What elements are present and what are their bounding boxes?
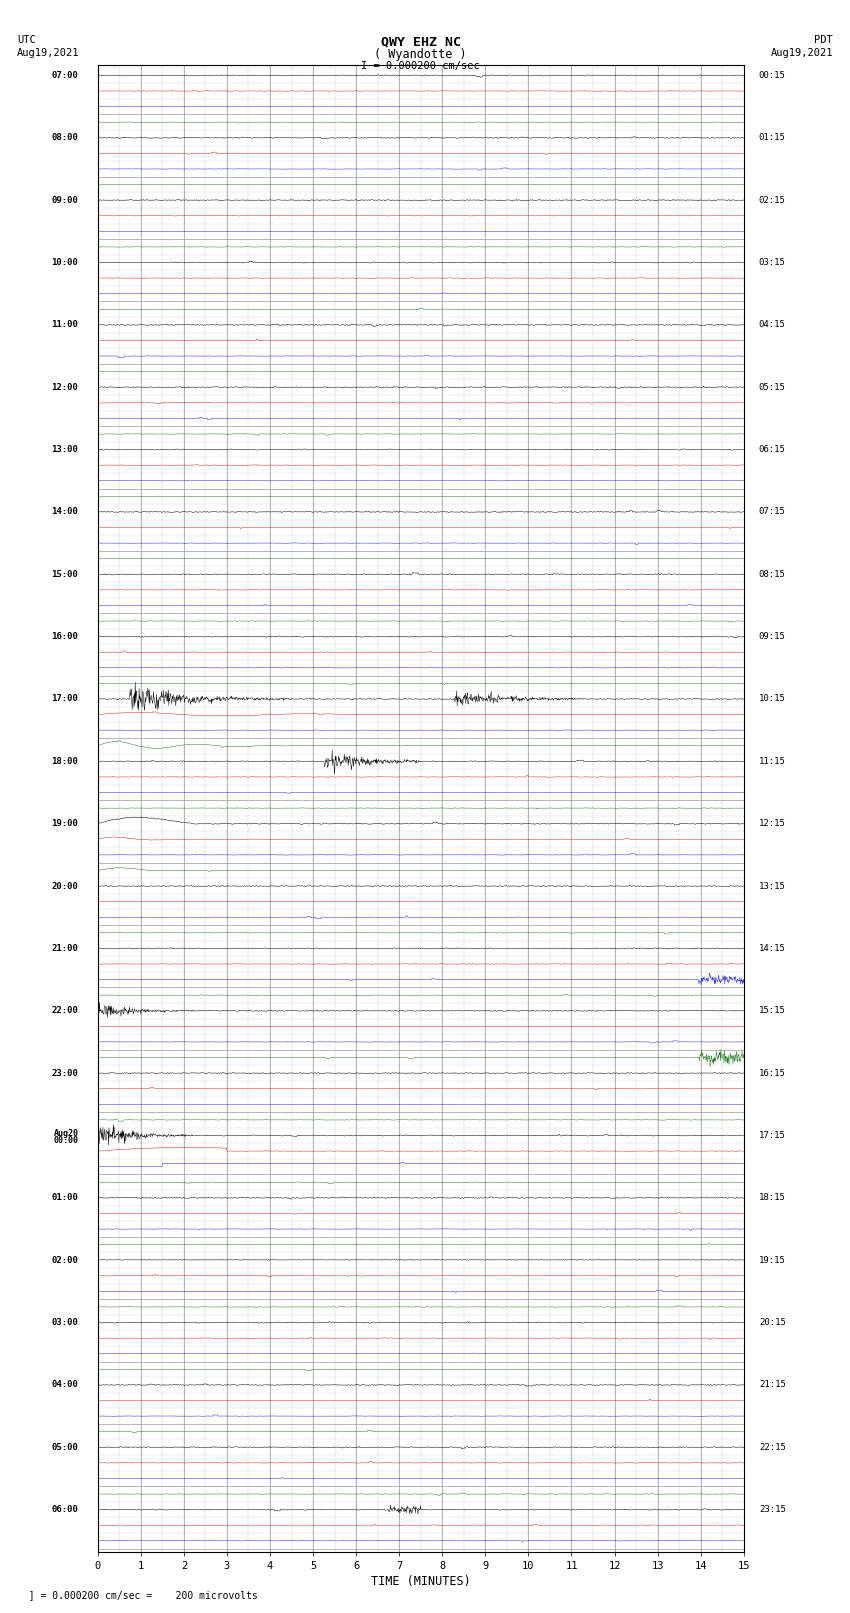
Text: 12:15: 12:15 <box>759 819 785 827</box>
Text: 07:00: 07:00 <box>52 71 78 81</box>
Text: 07:15: 07:15 <box>759 508 785 516</box>
Text: 18:00: 18:00 <box>52 756 78 766</box>
Text: 13:15: 13:15 <box>759 882 785 890</box>
Text: 02:00: 02:00 <box>52 1255 78 1265</box>
Text: I = 0.000200 cm/sec: I = 0.000200 cm/sec <box>361 61 480 71</box>
Text: 14:00: 14:00 <box>52 508 78 516</box>
Text: 18:15: 18:15 <box>759 1194 785 1202</box>
Text: 03:15: 03:15 <box>759 258 785 268</box>
Text: 21:15: 21:15 <box>759 1381 785 1389</box>
Text: ( Wyandotte ): ( Wyandotte ) <box>375 48 467 61</box>
Text: 05:00: 05:00 <box>52 1442 78 1452</box>
Text: 14:15: 14:15 <box>759 944 785 953</box>
Text: Aug19,2021: Aug19,2021 <box>770 48 833 58</box>
Text: QWY EHZ NC: QWY EHZ NC <box>381 35 461 48</box>
Text: 04:00: 04:00 <box>52 1381 78 1389</box>
Text: 00:15: 00:15 <box>759 71 785 81</box>
Text: 16:15: 16:15 <box>759 1069 785 1077</box>
Text: 19:00: 19:00 <box>52 819 78 827</box>
Text: 09:15: 09:15 <box>759 632 785 640</box>
Text: 15:15: 15:15 <box>759 1007 785 1015</box>
Text: 04:15: 04:15 <box>759 321 785 329</box>
Text: UTC: UTC <box>17 35 36 45</box>
Text: PDT: PDT <box>814 35 833 45</box>
Text: 09:00: 09:00 <box>52 195 78 205</box>
Text: 21:00: 21:00 <box>52 944 78 953</box>
Text: 01:00: 01:00 <box>52 1194 78 1202</box>
Text: 10:00: 10:00 <box>52 258 78 268</box>
Text: 11:15: 11:15 <box>759 756 785 766</box>
Text: 08:15: 08:15 <box>759 569 785 579</box>
Text: 20:15: 20:15 <box>759 1318 785 1327</box>
Text: Aug19,2021: Aug19,2021 <box>17 48 80 58</box>
Text: 17:00: 17:00 <box>52 695 78 703</box>
Text: 02:15: 02:15 <box>759 195 785 205</box>
Text: 22:15: 22:15 <box>759 1442 785 1452</box>
Text: Aug20: Aug20 <box>54 1129 78 1139</box>
Text: 06:15: 06:15 <box>759 445 785 455</box>
Text: 20:00: 20:00 <box>52 882 78 890</box>
Text: 13:00: 13:00 <box>52 445 78 455</box>
Text: 17:15: 17:15 <box>759 1131 785 1140</box>
Text: 03:00: 03:00 <box>52 1318 78 1327</box>
Text: 05:15: 05:15 <box>759 382 785 392</box>
Text: 19:15: 19:15 <box>759 1255 785 1265</box>
Text: 06:00: 06:00 <box>52 1505 78 1515</box>
Text: 23:15: 23:15 <box>759 1505 785 1515</box>
Text: ] = 0.000200 cm/sec =    200 microvolts: ] = 0.000200 cm/sec = 200 microvolts <box>17 1590 258 1600</box>
Text: 00:00: 00:00 <box>54 1136 78 1145</box>
Text: 12:00: 12:00 <box>52 382 78 392</box>
X-axis label: TIME (MINUTES): TIME (MINUTES) <box>371 1574 471 1587</box>
Text: 10:15: 10:15 <box>759 695 785 703</box>
Text: 08:00: 08:00 <box>52 134 78 142</box>
Text: 15:00: 15:00 <box>52 569 78 579</box>
Text: 11:00: 11:00 <box>52 321 78 329</box>
Text: 01:15: 01:15 <box>759 134 785 142</box>
Text: 23:00: 23:00 <box>52 1069 78 1077</box>
Text: 16:00: 16:00 <box>52 632 78 640</box>
Text: 22:00: 22:00 <box>52 1007 78 1015</box>
